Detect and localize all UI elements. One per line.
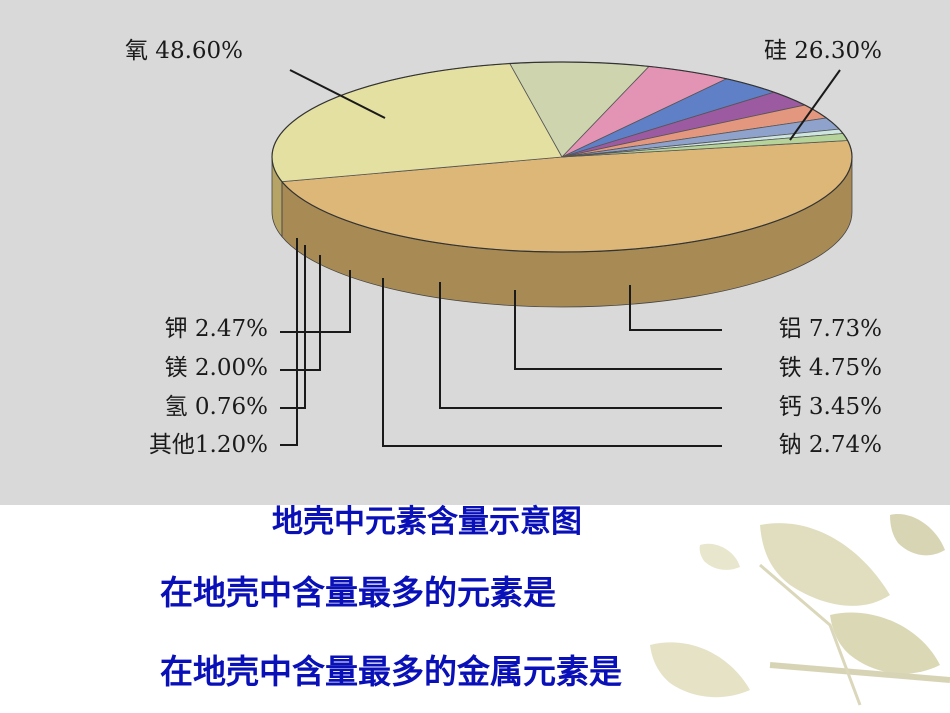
question-1: 在地壳中含量最多的元素是 <box>160 573 556 612</box>
slice-1-label: 硅 26.30% <box>764 38 882 64</box>
slice-4-leader-line <box>439 282 722 409</box>
slice-1-leader-line <box>789 69 841 141</box>
slice-5-leader-line <box>382 278 722 447</box>
question-2: 在地壳中含量最多的金属元素是 <box>160 652 622 691</box>
slice-3-label: 铁 4.75% <box>779 355 882 381</box>
slice-5-label: 钠 2.74% <box>779 432 882 458</box>
slice-9-label: 其他1.20% <box>149 432 268 458</box>
chart-title: 地壳中元素含量示意图 <box>272 504 582 540</box>
slice-0-label: 氧 48.60% <box>125 38 243 64</box>
decorative-leaf-background <box>650 514 950 706</box>
pie-chart: 氧 48.60% 硅 26.30% 铝 7.73% 铁 4.75% 钙 3.45% 钠 2… <box>125 38 882 458</box>
slice-6-leader-line <box>280 270 351 333</box>
slice-8-label: 氢 0.76% <box>165 394 268 420</box>
slice-3-leader-line <box>514 290 722 370</box>
slice-7-leader-line <box>280 255 321 371</box>
slice-9-leader-line <box>280 238 298 446</box>
pie-rim <box>271 61 853 253</box>
slice-8-leader-line <box>280 245 306 409</box>
slice-7-label: 镁 2.00% <box>165 355 268 381</box>
slice-2-leader-line <box>629 285 722 331</box>
slice-4-label: 钙 3.45% <box>779 394 882 420</box>
slice-0-leader-line <box>289 69 386 119</box>
slice-6-label: 钾 2.47% <box>165 316 268 342</box>
slice-2-label: 铝 7.73% <box>779 316 882 342</box>
